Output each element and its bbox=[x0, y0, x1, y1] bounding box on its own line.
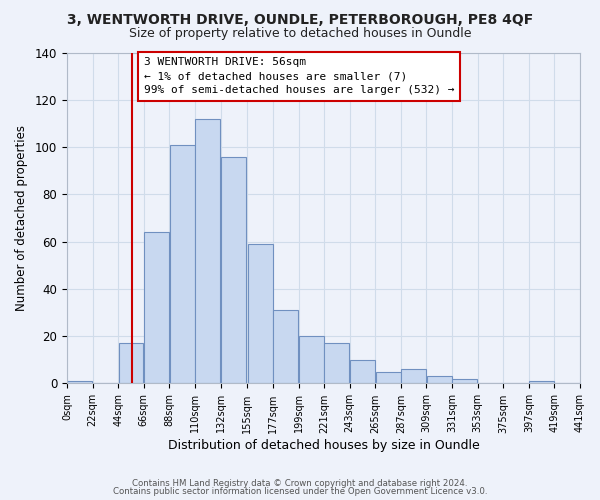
Bar bbox=[67, 381, 92, 384]
Text: Contains public sector information licensed under the Open Government Licence v3: Contains public sector information licen… bbox=[113, 487, 487, 496]
Bar bbox=[350, 360, 375, 384]
Bar bbox=[196, 118, 220, 384]
Bar bbox=[299, 336, 324, 384]
Bar bbox=[248, 244, 272, 384]
Bar bbox=[144, 232, 169, 384]
Bar bbox=[221, 156, 246, 384]
Bar bbox=[529, 381, 554, 384]
Bar bbox=[273, 310, 298, 384]
Bar bbox=[325, 344, 349, 384]
Bar bbox=[401, 370, 426, 384]
Bar bbox=[376, 372, 401, 384]
Text: 3, WENTWORTH DRIVE, OUNDLE, PETERBOROUGH, PE8 4QF: 3, WENTWORTH DRIVE, OUNDLE, PETERBOROUGH… bbox=[67, 12, 533, 26]
Bar bbox=[170, 144, 194, 384]
X-axis label: Distribution of detached houses by size in Oundle: Distribution of detached houses by size … bbox=[167, 440, 479, 452]
Y-axis label: Number of detached properties: Number of detached properties bbox=[15, 125, 28, 311]
Text: Size of property relative to detached houses in Oundle: Size of property relative to detached ho… bbox=[129, 28, 471, 40]
Text: Contains HM Land Registry data © Crown copyright and database right 2024.: Contains HM Land Registry data © Crown c… bbox=[132, 478, 468, 488]
Bar bbox=[119, 344, 143, 384]
Bar bbox=[427, 376, 452, 384]
Bar bbox=[452, 378, 477, 384]
Text: 3 WENTWORTH DRIVE: 56sqm
← 1% of detached houses are smaller (7)
99% of semi-det: 3 WENTWORTH DRIVE: 56sqm ← 1% of detache… bbox=[144, 57, 454, 95]
